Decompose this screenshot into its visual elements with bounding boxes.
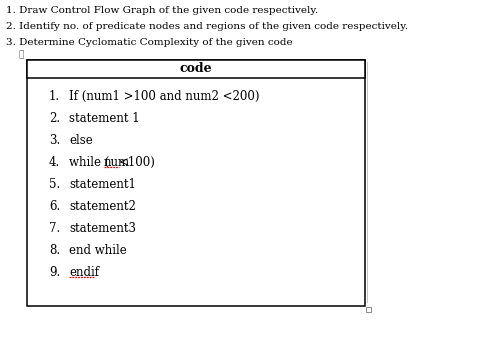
Text: code: code bbox=[180, 63, 212, 75]
Bar bbox=[27, 60, 365, 78]
Text: 3.: 3. bbox=[49, 134, 60, 147]
Text: end while: end while bbox=[69, 244, 127, 257]
Text: 6.: 6. bbox=[49, 200, 60, 213]
Text: 8.: 8. bbox=[49, 244, 60, 257]
Text: 2. Identify no. of predicate nodes and regions of the given code respectively.: 2. Identify no. of predicate nodes and r… bbox=[6, 22, 408, 31]
Bar bbox=[27, 60, 365, 306]
Text: 4.: 4. bbox=[49, 156, 60, 169]
Text: 7.: 7. bbox=[49, 222, 60, 235]
Text: else: else bbox=[69, 134, 93, 147]
Text: 3. Determine Cyclomatic Complexity of the given code: 3. Determine Cyclomatic Complexity of th… bbox=[6, 38, 293, 47]
Text: If (num1 >100 and num2 <200): If (num1 >100 and num2 <200) bbox=[69, 90, 260, 103]
Text: 1.: 1. bbox=[49, 90, 60, 103]
Text: statement 1: statement 1 bbox=[69, 112, 139, 125]
Bar bbox=[366, 307, 371, 312]
Text: 2.: 2. bbox=[49, 112, 60, 125]
Text: <100): <100) bbox=[119, 156, 156, 169]
Text: 1. Draw Control Flow Graph of the given code respectively.: 1. Draw Control Flow Graph of the given … bbox=[6, 6, 318, 15]
Text: endif: endif bbox=[69, 266, 99, 279]
Text: while (: while ( bbox=[69, 156, 109, 169]
Text: 9.: 9. bbox=[49, 266, 60, 279]
Text: statement1: statement1 bbox=[69, 178, 136, 191]
Text: statement2: statement2 bbox=[69, 200, 136, 213]
Text: ⭘: ⭘ bbox=[18, 50, 24, 59]
Text: 5.: 5. bbox=[49, 178, 60, 191]
Text: num: num bbox=[104, 156, 130, 169]
Text: statement3: statement3 bbox=[69, 222, 136, 235]
